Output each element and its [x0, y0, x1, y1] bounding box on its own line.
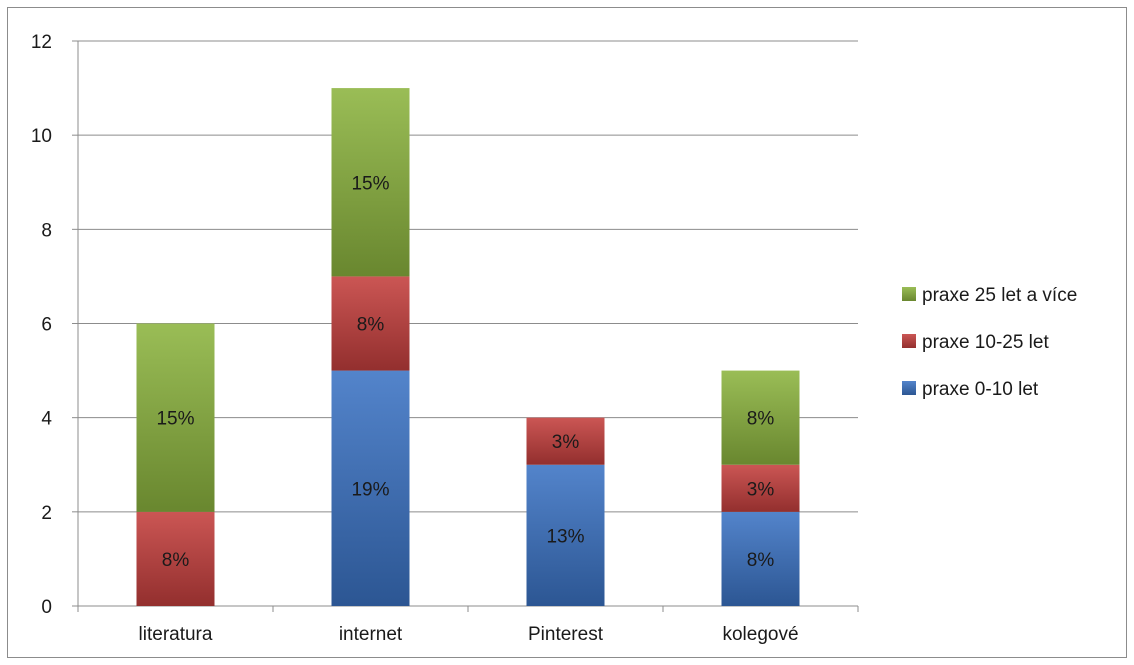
bar-segment — [721, 511, 800, 606]
axes: 0 2 4 6 8 10 12 literatura internet Pinterest kole… — [31, 32, 859, 645]
data-label: 8% — [357, 315, 385, 336]
y-tick-label: 8 — [41, 220, 52, 241]
bar-segment — [526, 417, 605, 465]
data-label: 3% — [747, 479, 775, 500]
bar-segment — [136, 323, 215, 512]
data-label: 13% — [546, 526, 584, 547]
y-tick-label: 4 — [41, 409, 52, 430]
legend-swatch — [902, 334, 916, 348]
x-category-label: Pinterest — [528, 624, 604, 645]
legend-label: praxe 25 let a více — [922, 285, 1077, 306]
bar-segment — [136, 511, 215, 606]
bar-segment — [526, 464, 605, 606]
y-tick-label: 12 — [31, 32, 52, 53]
y-tick-label: 10 — [31, 126, 52, 147]
legend-label: praxe 10-25 let — [922, 332, 1049, 353]
data-label: 15% — [351, 173, 389, 194]
data-labels: 8% 15% 19% 8% 15% 13% 3% 8% 3% 8% — [156, 173, 774, 571]
legend-swatch — [902, 381, 916, 395]
bars — [136, 88, 800, 606]
data-label: 15% — [156, 409, 194, 430]
data-label: 8% — [747, 409, 775, 430]
legend: praxe 25 let a více praxe 10-25 let praxe … — [902, 285, 1077, 400]
x-category-label: internet — [339, 624, 403, 645]
bar-segment — [331, 370, 410, 606]
data-label: 8% — [747, 550, 775, 571]
x-category-label: kolegové — [722, 624, 798, 645]
legend-label: praxe 0-10 let — [922, 379, 1039, 400]
data-label: 19% — [351, 479, 389, 500]
bar-segment — [721, 370, 800, 465]
bar-segment — [721, 464, 800, 512]
legend-swatch — [902, 287, 916, 301]
y-tick-label: 6 — [41, 315, 52, 336]
bar-segment — [331, 88, 410, 277]
bar-segment — [331, 276, 410, 371]
data-label: 8% — [162, 550, 190, 571]
y-tick-label: 0 — [41, 597, 52, 618]
x-category-label: literatura — [139, 624, 213, 645]
data-label: 3% — [552, 432, 580, 453]
y-tick-label: 2 — [41, 503, 52, 524]
